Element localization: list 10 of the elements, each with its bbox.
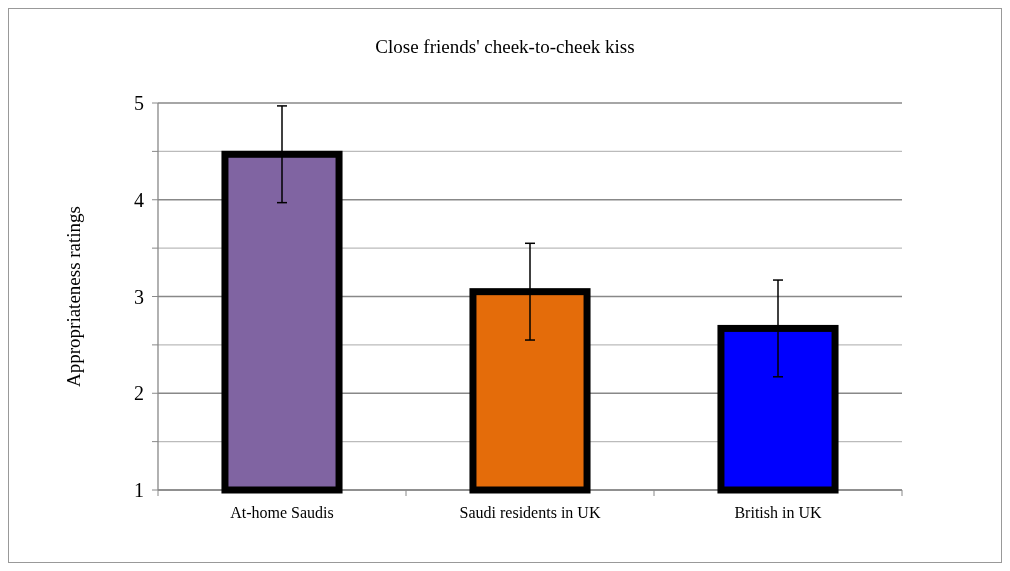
y-tick-label: 3 [134, 285, 144, 308]
x-tick-label: Saudi residents in UK [459, 504, 601, 521]
y-tick-label: 5 [134, 92, 144, 114]
y-tick-label: 1 [134, 479, 144, 501]
y-tick-label: 2 [134, 382, 144, 405]
y-tick-label: 4 [134, 188, 144, 211]
x-tick-label: British in UK [734, 504, 822, 521]
y-axis-title: Appropriateness ratings [63, 206, 84, 387]
chart-title: Close friends' cheek-to-cheek kiss [375, 36, 635, 57]
x-tick-label: At-home Saudis [230, 504, 334, 521]
